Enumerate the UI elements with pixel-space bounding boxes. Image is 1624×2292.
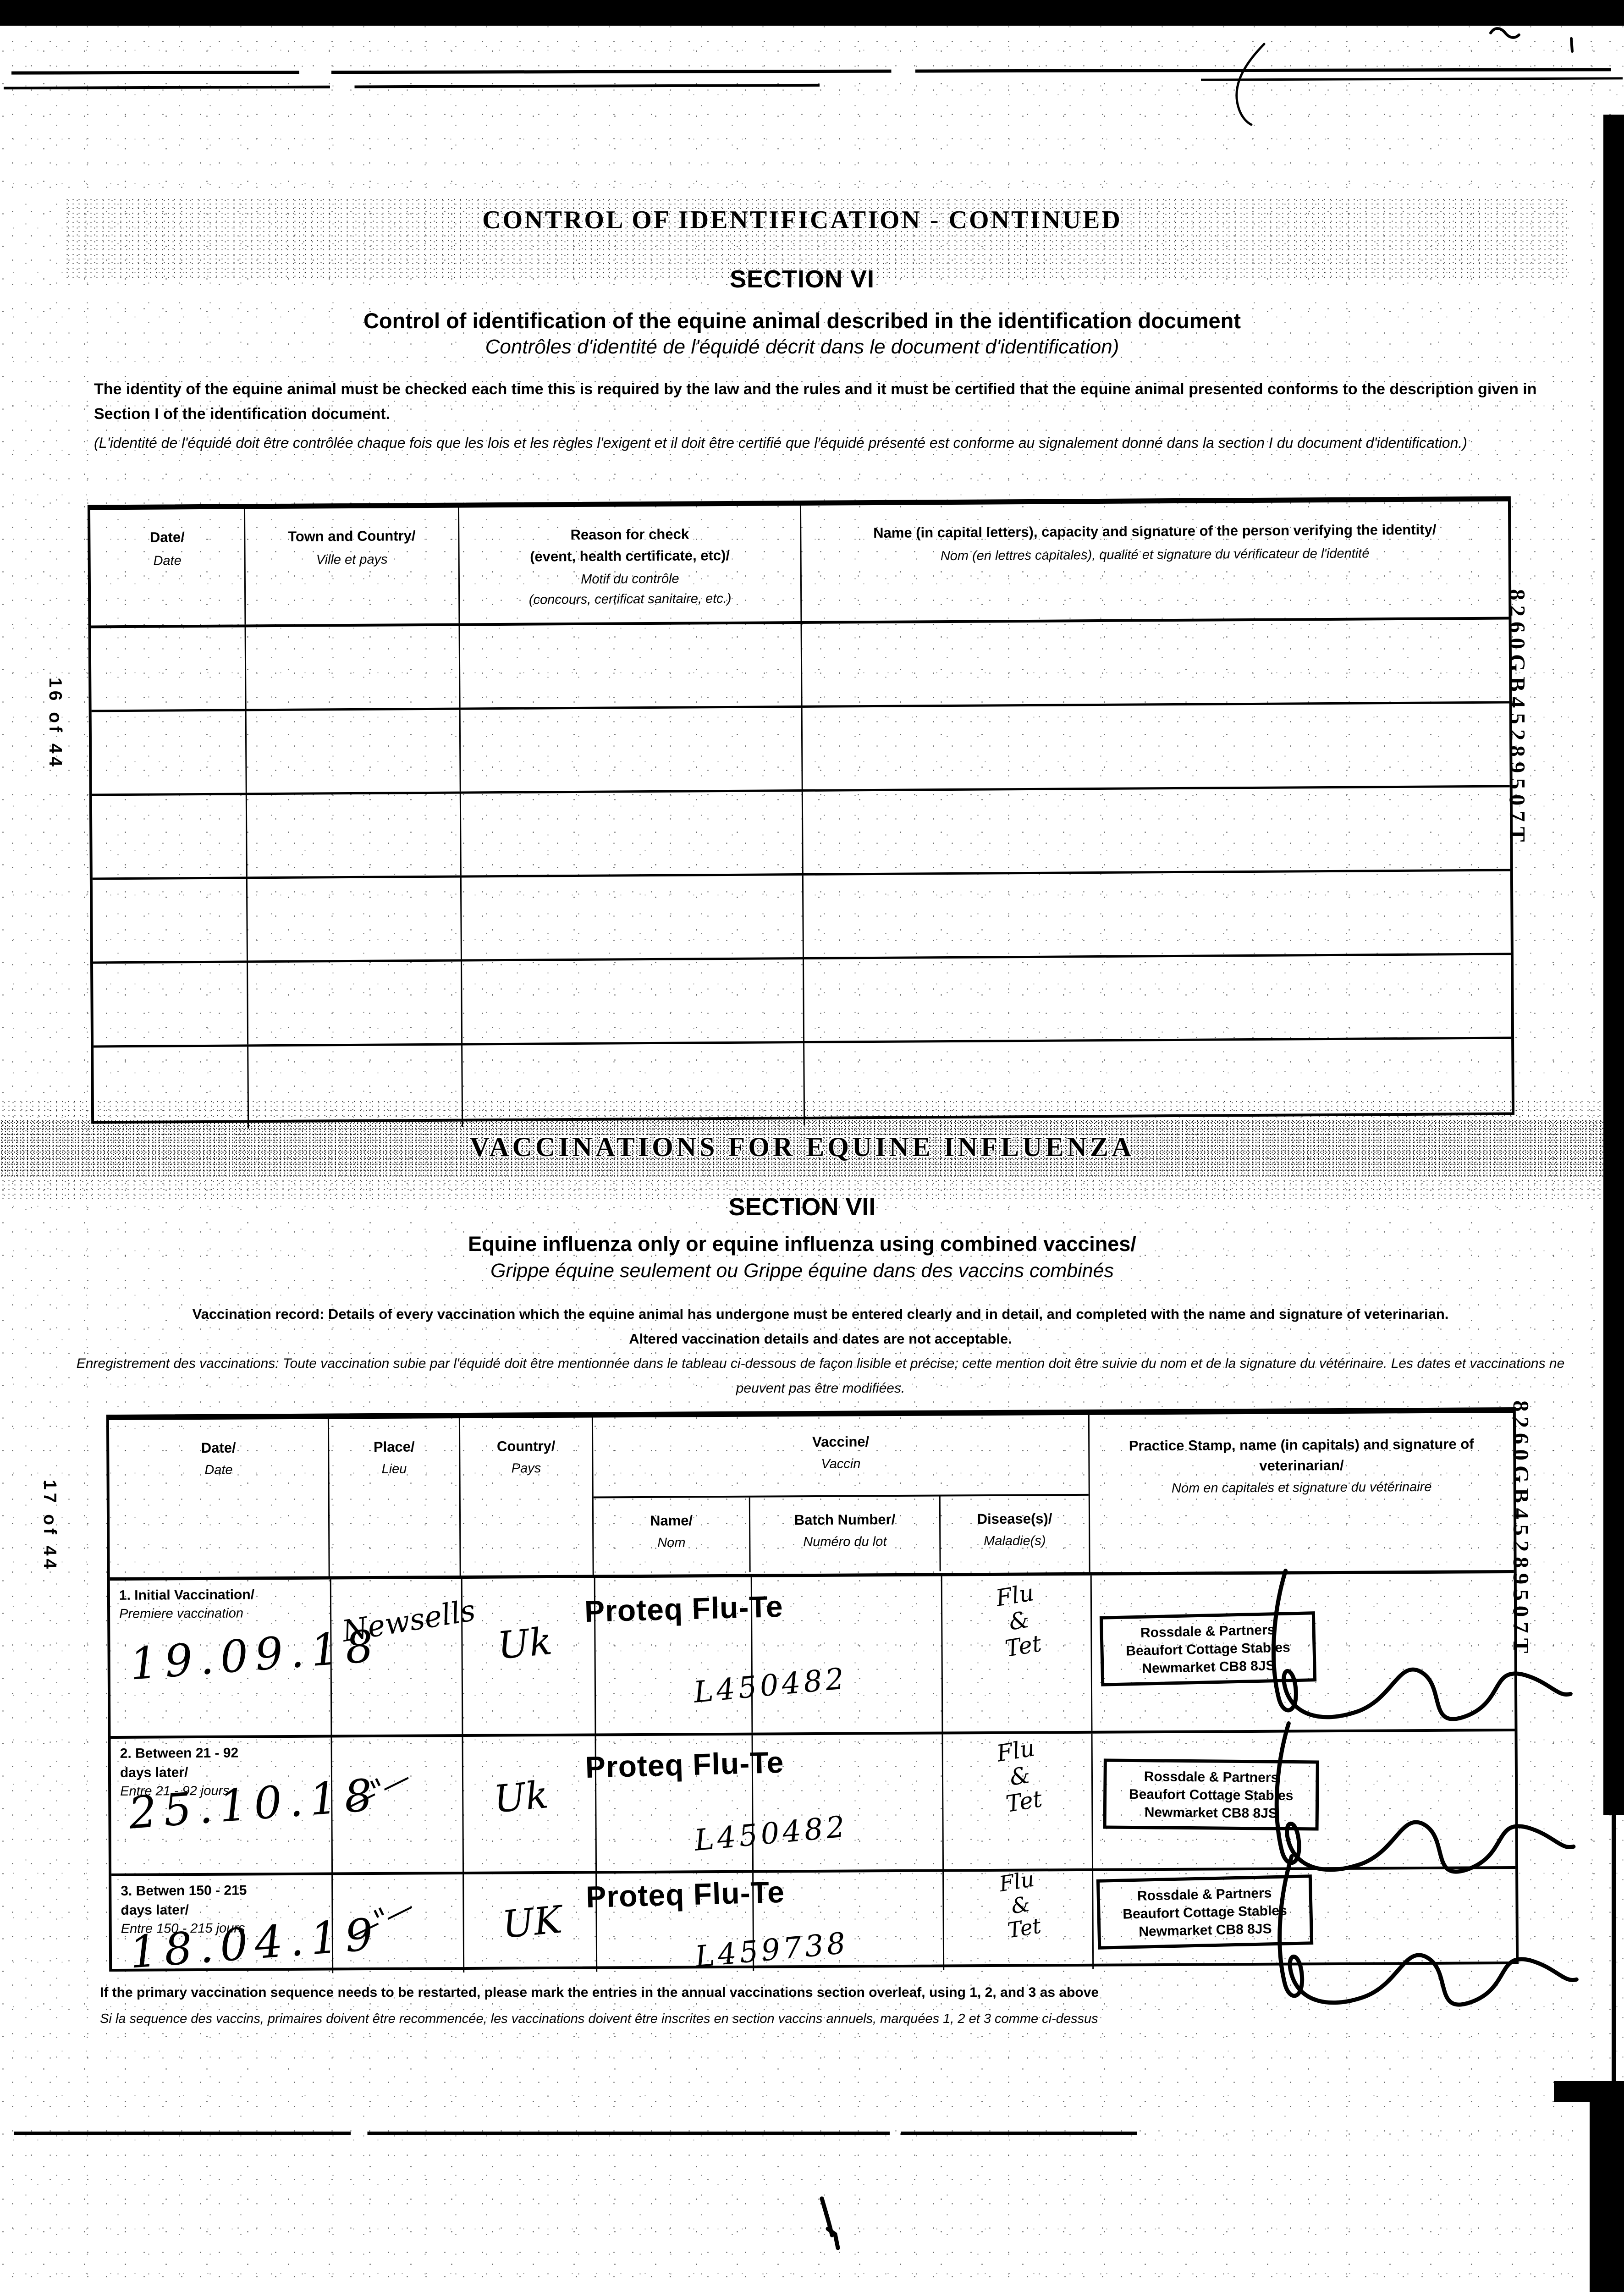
- scan-right-edge-line: [1612, 1815, 1616, 2081]
- scan-bottom-right-block: [1590, 2102, 1624, 2292]
- handwritten-country: UK: [500, 1898, 564, 1947]
- handwritten-batch-number: L459738: [694, 1926, 850, 1974]
- empty-control-row: [91, 703, 1510, 796]
- vaccination-table-header: Date/ Date Place/ Lieu Country/ Pays Vac…: [109, 1412, 1514, 1581]
- empty-control-row: [91, 619, 1509, 712]
- empty-control-row: [93, 955, 1512, 1048]
- section-vi-title-en: Control of identification of the equine …: [363, 309, 1241, 333]
- scan-right-edge-bar: [1603, 115, 1624, 1815]
- handwritten-place: Newsells: [340, 1593, 478, 1649]
- scan-bottom-right-strip: [1554, 2081, 1624, 2102]
- handwritten-diseases: Flu & Tet: [997, 1866, 1043, 1943]
- vaccinations-heading: VACCINATIONS FOR EQUINE INFLUENZA: [469, 1132, 1135, 1162]
- section-vi-title-fr: Contrôles d'identité de l'équidé décrit …: [485, 336, 1119, 358]
- section-vii-subtitle-en: Equine influenza only or equine influenz…: [468, 1232, 1136, 1256]
- column-header-reason: Reason for check (event, health certific…: [459, 505, 802, 623]
- section-vi-intro-fr: (L'identité de l'équidé doit être contrô…: [94, 435, 1467, 451]
- control-of-identification-heading: CONTROL OF IDENTIFICATION - CONTINUED: [482, 206, 1122, 234]
- vaccination-row-1: 1. Initial Vaccination/ Premiere vaccina…: [110, 1569, 1573, 1739]
- page-number-17-of-44: 17 of 44: [40, 1480, 60, 1572]
- handwritten-batch-number: L450482: [693, 1810, 850, 1858]
- row-1-label: 1. Initial Vaccination/ Premiere vaccina…: [119, 1587, 255, 1621]
- handwritten-diseases: Flu & Tet: [995, 1735, 1044, 1818]
- identification-control-table: Date/ Date Town and Country/ Ville et pa…: [87, 496, 1515, 1129]
- vaccine-name-stamp: Proteq Flu-Te: [584, 1745, 785, 1785]
- handwritten-country: Uk: [495, 1620, 554, 1668]
- section-vii-subtitle-fr: Grippe équine seulement ou Grippe équine…: [490, 1260, 1114, 1282]
- broken-rule-line: [3, 83, 820, 90]
- broken-rule-line: [1200, 77, 1623, 81]
- handwritten-diseases: Flu & Tet: [994, 1579, 1044, 1662]
- section-vi-label: SECTION VI: [729, 265, 875, 293]
- vaccine-name-stamp: Proteq Flu-Te: [585, 1874, 785, 1914]
- identification-control-table-header: Date/ Date Town and Country/ Ville et pa…: [90, 501, 1509, 628]
- column-header-vaccine-group: Vaccine/ Vaccin Name/ Nom Batch Number/ …: [593, 1415, 1090, 1575]
- restart-sequence-note-en: If the primary vaccination sequence need…: [100, 1985, 1099, 2000]
- handwritten-country: Uk: [492, 1773, 551, 1822]
- column-header-date: Date/ Date: [90, 509, 246, 626]
- vaccination-record-note-en: Vaccination record: Details of every vac…: [192, 1306, 1449, 1347]
- vaccine-subcolumns: Name/ Nom Batch Number/ Numéro du lot Di…: [593, 1496, 1089, 1573]
- column-header-name-signature: Name (in capital letters), capacity and …: [873, 521, 1437, 563]
- section-vii-label: SECTION VII: [728, 1193, 876, 1221]
- restart-sequence-note-fr: Si la sequence des vaccins, primaires do…: [100, 2011, 1098, 2026]
- scan-bottom-rule: [14, 2132, 1137, 2135]
- document-code-vertical: 8260GB45289507T: [1505, 589, 1530, 847]
- vaccination-record-table: Date/ Date Place/ Lieu Country/ Pays Vac…: [106, 1407, 1579, 2007]
- broken-rule-line: [11, 68, 1612, 75]
- handwritten-ditto-mark: —"—: [345, 1890, 418, 1950]
- vaccination-record-note-fr: Enregistrement des vaccinations: Toute v…: [76, 1356, 1565, 1396]
- document-code-vertical: 8260GB45289507T: [1508, 1400, 1534, 1658]
- section-vi-intro-en: The identity of the equine animal must b…: [94, 380, 1537, 423]
- empty-control-row: [92, 787, 1510, 880]
- page-number-16-of-44: 16 of 44: [45, 678, 65, 770]
- column-header-place: Place/ Lieu: [329, 1418, 461, 1576]
- empty-control-row: [92, 871, 1511, 964]
- column-header-country: Country/ Pays: [460, 1417, 594, 1576]
- vaccine-name-stamp: Proteq Flu-Te: [584, 1589, 784, 1629]
- vaccination-row-3: 3. Betwen 150 - 215 days later/ Entre 15…: [111, 1854, 1579, 2007]
- column-header-vaccine-name: Name/ Nom: [593, 1497, 751, 1573]
- column-header-vaccine: Vaccine/ Vaccin: [593, 1415, 1089, 1499]
- scan-top-black-band: [0, 0, 1624, 26]
- column-header-town-country: Town and Country/ Ville et pays: [245, 507, 460, 625]
- column-header-batch-number: Batch Number/ Numéro du lot: [750, 1496, 941, 1572]
- column-header-date: Date/ Date: [109, 1419, 330, 1578]
- column-header-practice-stamp: Practice Stamp, name (in capitals) and s…: [1129, 1436, 1474, 1496]
- column-header-diseases: Disease(s)/ Maladie(s): [977, 1510, 1052, 1548]
- handwritten-batch-number: L450482: [692, 1662, 849, 1710]
- empty-control-row: [94, 1039, 1512, 1129]
